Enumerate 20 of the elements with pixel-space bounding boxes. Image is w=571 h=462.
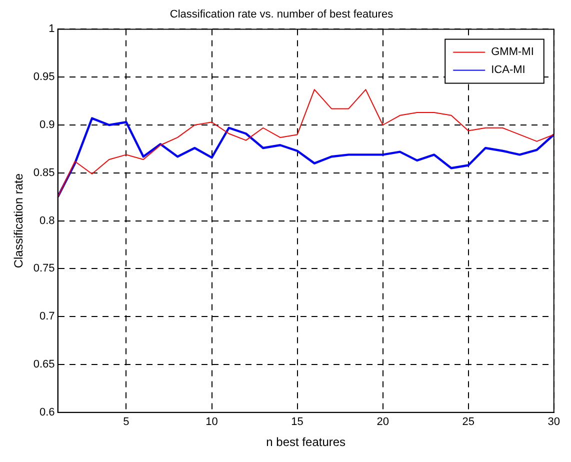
chart-title: Classification rate vs. number of best features (170, 8, 394, 21)
x-tick-label: 15 (291, 416, 304, 428)
y-tick-label: 0.9 (40, 119, 55, 132)
legend-label: GMM-MI (491, 46, 534, 58)
y-tick-label: 0.95 (33, 71, 55, 84)
y-tick-label: 0.65 (33, 358, 55, 371)
x-tick-label: 25 (462, 416, 474, 428)
y-tick-label: 0.85 (33, 166, 55, 179)
y-tick-label: 0.8 (40, 214, 55, 227)
x-axis-title: n best features (266, 435, 346, 450)
y-axis-title: Classification rate (12, 173, 26, 268)
y-tick-label: 0.7 (40, 310, 55, 323)
x-tick-label: 5 (123, 416, 130, 428)
x-tick-label: 20 (376, 416, 389, 428)
x-tick-label: 30 (548, 416, 560, 428)
y-tick-label: 1 (48, 23, 55, 36)
legend-label: ICA-MI (491, 64, 526, 76)
y-tick-label: 0.6 (40, 406, 55, 418)
x-tick-label: 10 (206, 416, 218, 428)
y-tick-label: 0.75 (33, 262, 55, 275)
